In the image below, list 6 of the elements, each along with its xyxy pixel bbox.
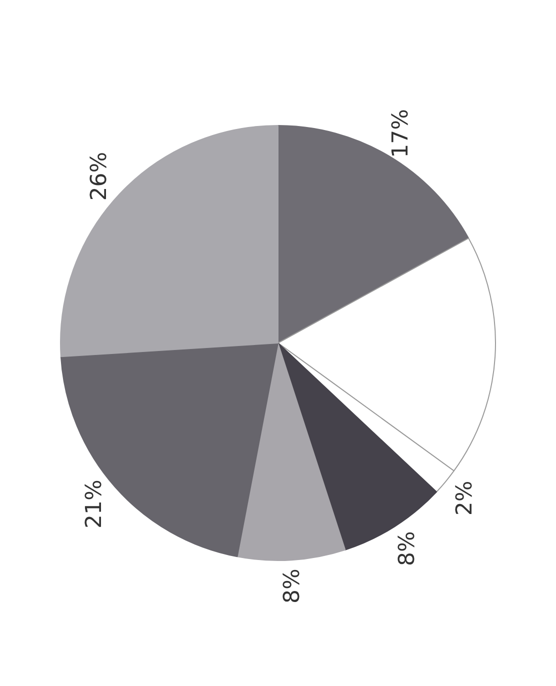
data-label: 17% xyxy=(388,108,414,158)
data-label: 2% xyxy=(452,480,478,516)
data-label: 8% xyxy=(395,531,420,566)
data-label: 8% xyxy=(280,568,306,604)
data-label: 21% xyxy=(82,480,108,528)
data-label: 26% xyxy=(87,152,112,201)
